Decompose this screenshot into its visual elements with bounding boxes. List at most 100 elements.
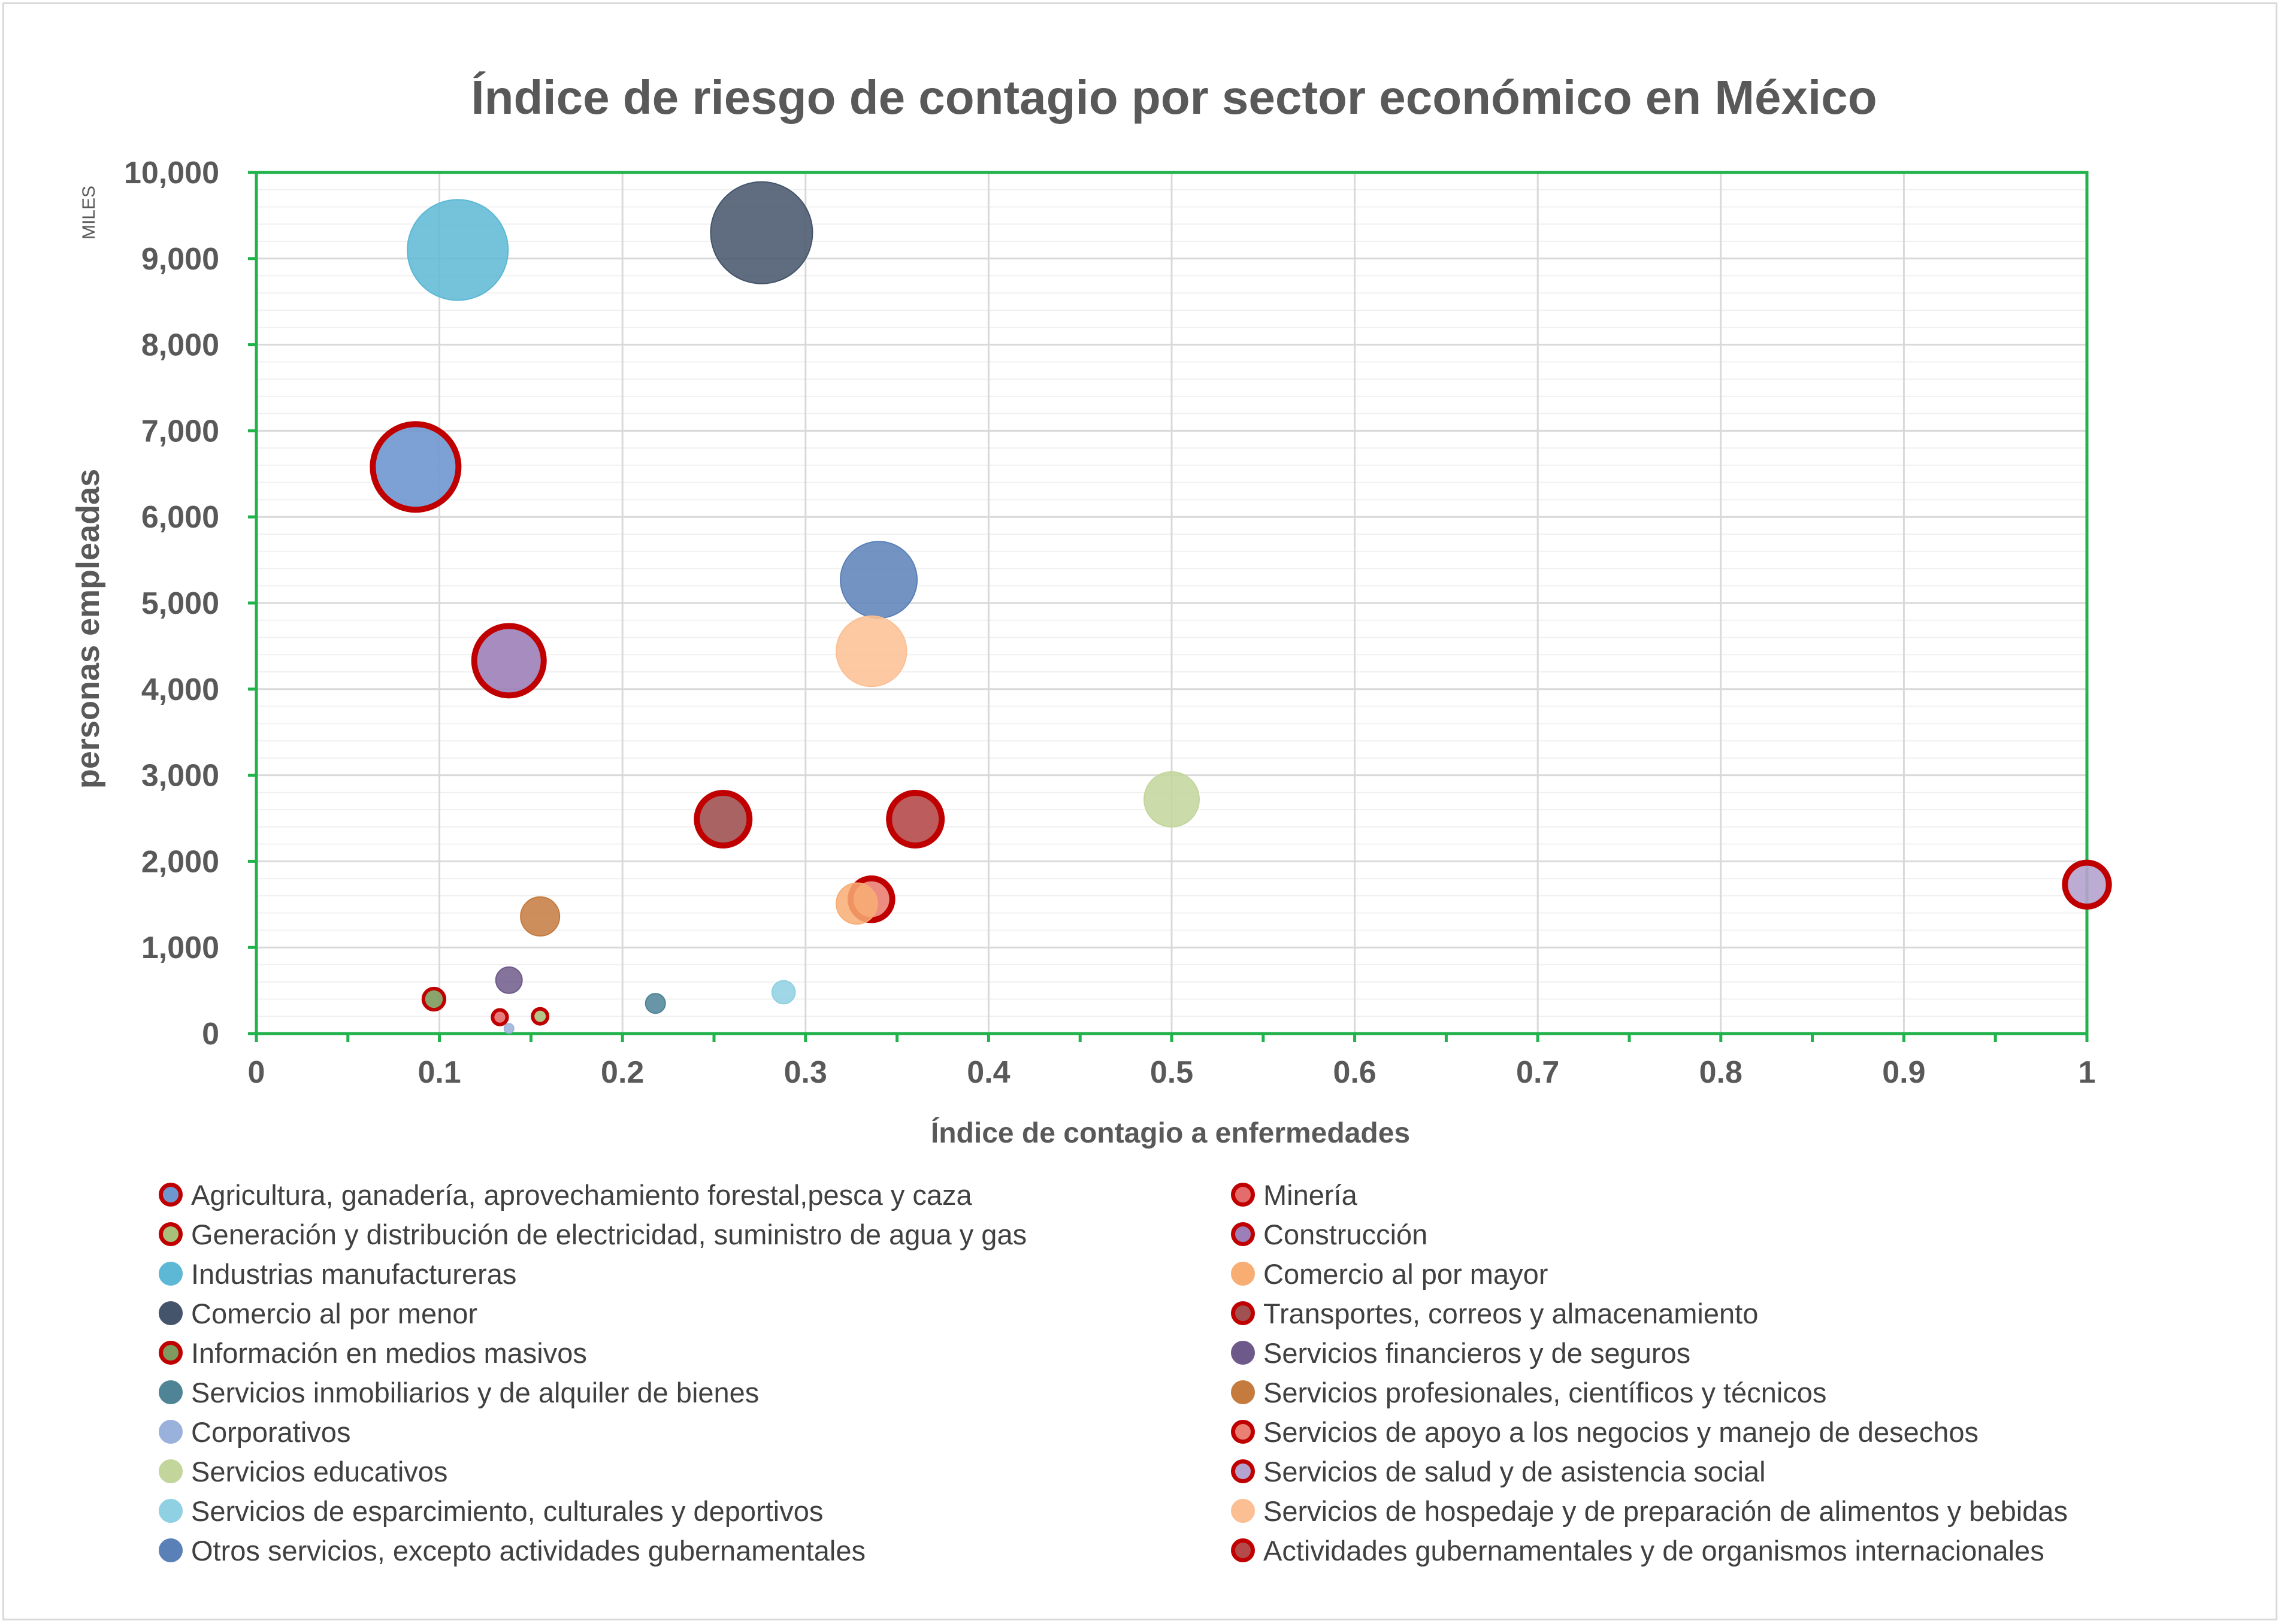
y-tick-label: 2,000 (141, 844, 219, 879)
x-tick-label: 0.7 (1516, 1055, 1559, 1090)
legend-label: Servicios inmobiliarios y de alquiler de… (191, 1376, 760, 1408)
legend-item: Transportes, correos y almacenamiento (1231, 1295, 1758, 1331)
legend-marker (159, 1420, 183, 1444)
x-axis-label: Índice de contagio a enfermedades (931, 1117, 1410, 1149)
legend-item: Minería (1231, 1177, 1357, 1213)
y-tick-label: 3,000 (141, 759, 219, 793)
y-tick-label: 9,000 (141, 242, 219, 277)
legend-label: Servicios de esparcimiento, culturales y… (191, 1495, 824, 1527)
bubble-15 (1143, 771, 1200, 828)
legend-item: Servicios financieros y de seguros (1231, 1335, 1690, 1371)
y-tick-label: 5,000 (141, 586, 219, 621)
x-tick-label: 1 (2079, 1055, 2096, 1090)
legend-label: Comercio al por mayor (1263, 1258, 1548, 1290)
legend-marker (1231, 1420, 1255, 1444)
bubble-2 (491, 1008, 509, 1026)
legend-marker (1231, 1222, 1255, 1246)
legend-marker (1231, 1341, 1255, 1365)
bubble-11 (645, 993, 666, 1014)
legend-marker (1231, 1262, 1255, 1286)
x-tick-label: 0.3 (784, 1055, 827, 1090)
bubble-4 (471, 623, 547, 699)
legend-item: Información en medios masivos (159, 1335, 587, 1371)
legend-item: Servicios inmobiliarios y de alquiler de… (159, 1374, 759, 1410)
legend-marker (159, 1183, 183, 1207)
bubble-8 (694, 789, 753, 849)
x-tick-label: 0.9 (1882, 1055, 1925, 1090)
legend-marker (159, 1222, 183, 1246)
legend-item: Construcción (1231, 1216, 1427, 1252)
legend-label: Corporativos (191, 1416, 351, 1448)
legend-item: Servicios de hospedaje y de preparación … (1231, 1493, 2068, 1529)
bubble-9 (421, 986, 447, 1012)
legend-item: Corporativos (159, 1414, 350, 1450)
legend-label: Minería (1263, 1178, 1357, 1211)
x-tick-label: 0.1 (418, 1055, 461, 1090)
bubble-6 (836, 882, 878, 925)
legend-label: Construcción (1263, 1218, 1428, 1250)
legend-label: Comercio al por menor (191, 1297, 478, 1329)
legend-item: Comercio al por menor (159, 1295, 477, 1331)
bubble-1 (370, 421, 462, 513)
legend-item: Otros servicios, excepto actividades gub… (159, 1532, 866, 1568)
chart-title: Índice de riesgo de contagio por sector … (471, 71, 1877, 124)
legend-label: Industrias manufactureras (191, 1258, 517, 1290)
x-tick-label: 0.2 (601, 1055, 644, 1090)
y-axis-unit: MILES (79, 186, 99, 240)
legend-marker (159, 1301, 183, 1325)
legend-item: Actividades gubernamentales y de organis… (1231, 1532, 2044, 1568)
legend-marker (1231, 1459, 1255, 1483)
y-tick-label: 4,000 (141, 672, 219, 707)
y-tick-label: 6,000 (141, 500, 219, 535)
bubble-17 (771, 980, 796, 1005)
legend-marker (159, 1459, 183, 1483)
legend-label: Servicios de salud y de asistencia socia… (1263, 1455, 1766, 1487)
x-tick-label: 0.8 (1699, 1055, 1742, 1090)
legend-marker (1231, 1538, 1255, 1562)
legend-item: Servicios de salud y de asistencia socia… (1231, 1453, 1766, 1489)
axes (248, 171, 2089, 1042)
bubble-5 (407, 199, 509, 301)
legend-item: Servicios profesionales, científicos y t… (1231, 1374, 1826, 1410)
bubble-19 (840, 541, 918, 619)
bubble-13 (503, 1023, 515, 1034)
legend-marker (159, 1341, 183, 1365)
legend-marker (1231, 1380, 1255, 1404)
legend-label: Servicios profesionales, científicos y t… (1263, 1376, 1827, 1408)
y-tick-label: 0 (202, 1017, 219, 1052)
legend-label: Otros servicios, excepto actividades gub… (191, 1534, 866, 1567)
x-tick-label: 0.6 (1333, 1055, 1376, 1090)
legend-marker (1231, 1499, 1255, 1523)
legend-marker (1231, 1301, 1255, 1325)
legend-label: Servicios de hospedaje y de preparación … (1263, 1495, 2068, 1527)
legend-marker (159, 1499, 183, 1523)
legend-item: Servicios de esparcimiento, culturales y… (159, 1493, 823, 1529)
x-tick-label: 0 (248, 1055, 265, 1090)
y-tick-label: 7,000 (141, 414, 219, 449)
legend-label: Generación y distribución de electricida… (191, 1218, 1027, 1250)
bubble-20 (886, 789, 945, 849)
bubble-7 (710, 181, 813, 284)
bubble-12 (520, 896, 561, 937)
y-tick-label: 8,000 (141, 328, 219, 363)
x-tick-label: 0.5 (1150, 1055, 1193, 1090)
legend-marker (159, 1262, 183, 1286)
legend-label: Servicios financieros y de seguros (1263, 1337, 1691, 1369)
legend-marker (1231, 1183, 1255, 1207)
legend-label: Información en medios masivos (191, 1337, 587, 1369)
legend-item: Servicios educativos (159, 1453, 447, 1489)
legend-label: Agricultura, ganadería, aprovechamiento … (191, 1178, 972, 1211)
tick-labels: 0 0.1 0.2 0.3 0.4 0.5 0.6 0.7 0.8 0.9 1 0 1,000 2,000… (124, 156, 2096, 1090)
legend-marker (159, 1538, 183, 1562)
bubble-18 (836, 615, 907, 687)
legend-label: Actividades gubernamentales y de organis… (1263, 1534, 2044, 1567)
y-axis-label: personas empleadas (70, 469, 106, 789)
y-tick-label: 10,000 (124, 156, 219, 190)
bubble-16 (2062, 859, 2112, 910)
legend-label: Transportes, correos y almacenamiento (1263, 1297, 1759, 1329)
legend-item: Agricultura, ganadería, aprovechamiento … (159, 1177, 972, 1213)
legend-item: Generación y distribución de electricida… (159, 1216, 1027, 1252)
legend-marker (159, 1380, 183, 1404)
legend-item: Servicios de apoyo a los negocios y mane… (1231, 1414, 1979, 1450)
